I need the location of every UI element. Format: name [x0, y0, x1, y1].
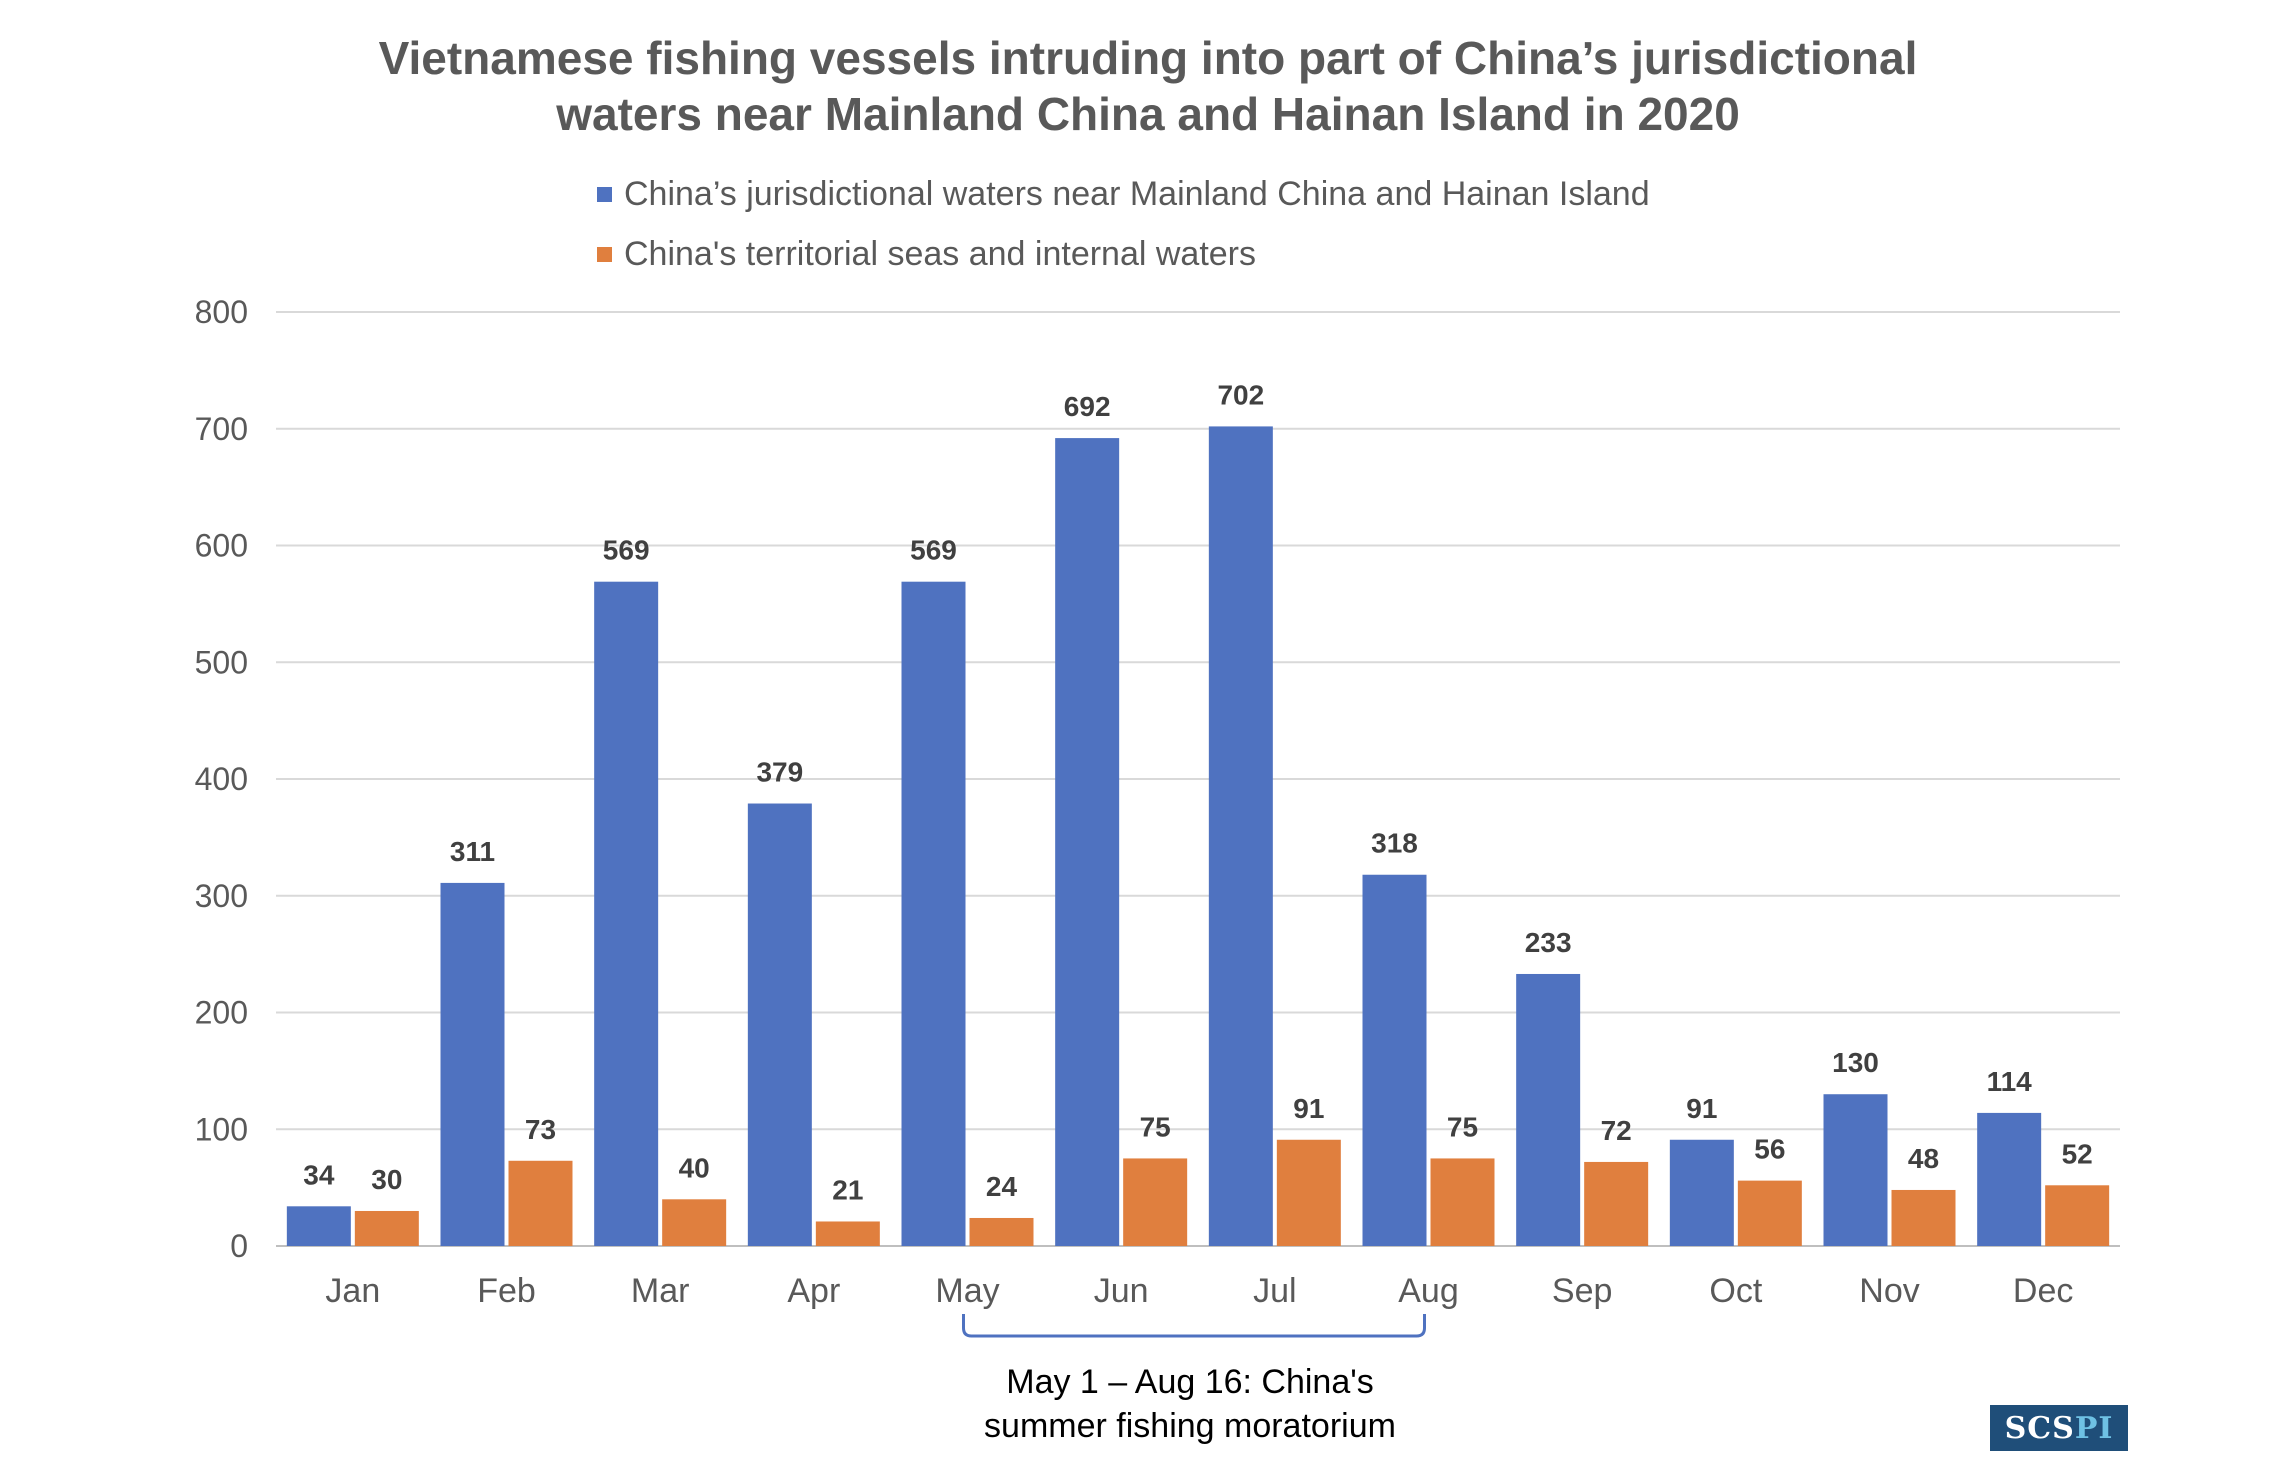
bar-jun-series-1	[1055, 438, 1120, 1247]
data-label: 75	[1140, 1111, 1171, 1142]
data-label: 73	[525, 1114, 556, 1145]
data-label: 40	[679, 1152, 710, 1183]
bar-aug-series-2	[1430, 1158, 1495, 1246]
x-tick-label: Jun	[1094, 1272, 1149, 1310]
bar-jul-series-1	[1208, 426, 1273, 1246]
legend-swatch-blue	[597, 186, 612, 202]
bar-apr-series-2	[815, 1221, 880, 1246]
bar-jan-series-2	[354, 1210, 419, 1246]
labels: 0 100 200 300 400 500 600 700 800 34 30 Jan 311 73 Feb…	[195, 294, 2093, 1310]
bar-mar-series-2	[662, 1199, 727, 1246]
bar-oct-series-1	[1669, 1139, 1734, 1246]
data-label: 233	[1525, 927, 1572, 958]
data-label: 72	[1601, 1115, 1632, 1146]
bar-jul-series-2	[1276, 1139, 1341, 1246]
chart-title-line-1: Vietnamese fishing vessels intruding int…	[378, 32, 1918, 84]
legend-label-jurisdictional-waters: China’s jurisdictional waters near Mainl…	[624, 174, 1650, 213]
bar-dec-series-2	[2045, 1185, 2110, 1246]
x-tick-label: Oct	[1709, 1272, 1762, 1310]
bars	[286, 426, 2110, 1247]
data-label: 24	[986, 1171, 1018, 1202]
scspi-logo: SCS PI	[1990, 1405, 2128, 1451]
data-label: 48	[1908, 1143, 1939, 1174]
y-tick-label: 800	[195, 294, 248, 330]
bar-nov-series-1	[1823, 1094, 1888, 1246]
data-label: 318	[1371, 828, 1418, 859]
chart-title-line-2: waters near Mainland China and Hainan Is…	[556, 88, 1740, 140]
chart-title: Vietnamese fishing vessels intruding int…	[0, 30, 2296, 142]
x-tick-label: Apr	[787, 1272, 840, 1310]
y-tick-label: 300	[195, 878, 248, 914]
bar-aug-series-1	[1362, 874, 1427, 1246]
data-label: 34	[303, 1159, 335, 1190]
y-tick-label: 500	[195, 644, 248, 680]
bar-sep-series-1	[1516, 973, 1581, 1246]
y-tick-label: 600	[195, 528, 248, 564]
gridlines	[276, 311, 2120, 1247]
data-label: 130	[1832, 1047, 1879, 1078]
legend-swatch-orange	[597, 246, 612, 262]
data-label: 91	[1686, 1093, 1717, 1124]
x-tick-label: Nov	[1859, 1272, 1919, 1310]
y-tick-label: 700	[195, 411, 248, 447]
bar-jun-series-2	[1123, 1158, 1188, 1246]
annotation-line-1: May 1 – Aug 16: China's	[1006, 1363, 1374, 1401]
x-tick-label: Jul	[1253, 1272, 1296, 1310]
y-tick-label: 100	[195, 1111, 248, 1147]
x-tick-label: May	[935, 1272, 999, 1310]
data-label: 702	[1217, 379, 1264, 410]
data-label: 21	[832, 1174, 863, 1205]
data-label: 91	[1293, 1093, 1324, 1124]
legend-label-territorial-seas: China's territorial seas and internal wa…	[624, 234, 1257, 273]
data-label: 569	[910, 535, 957, 566]
data-label: 379	[756, 757, 803, 788]
data-label: 30	[371, 1164, 402, 1195]
x-tick-label: Sep	[1552, 1272, 1613, 1310]
y-tick-label: 400	[195, 761, 248, 797]
data-label: 311	[450, 836, 495, 867]
legend-item-territorial-seas: China's territorial seas and internal wa…	[597, 234, 1256, 274]
x-tick-label: Jan	[325, 1272, 380, 1310]
data-label: 569	[603, 535, 650, 566]
bar-may-series-1	[901, 581, 966, 1246]
x-tick-label: Mar	[631, 1272, 690, 1310]
data-label: 75	[1447, 1111, 1478, 1142]
bar-feb-series-2	[508, 1160, 573, 1246]
x-tick-label: Aug	[1398, 1272, 1459, 1310]
annotation-line-2: summer fishing moratorium	[984, 1407, 1396, 1445]
bar-dec-series-1	[1977, 1112, 2042, 1246]
bar-oct-series-2	[1737, 1180, 1802, 1246]
logo-text-b: PI	[2074, 1410, 2114, 1446]
y-tick-label: 0	[230, 1228, 248, 1264]
x-tick-label: Dec	[2013, 1272, 2073, 1310]
bar-jan-series-1	[286, 1206, 351, 1246]
moratorium-bracket	[962, 1314, 1426, 1338]
data-label: 114	[1987, 1066, 2033, 1097]
legend-item-jurisdictional-waters: China’s jurisdictional waters near Mainl…	[597, 174, 1650, 214]
bar-mar-series-1	[594, 581, 659, 1246]
y-tick-label: 200	[195, 995, 248, 1031]
bar-feb-series-1	[440, 882, 505, 1246]
bar-may-series-2	[969, 1217, 1034, 1246]
x-tick-label: Feb	[477, 1272, 536, 1310]
moratorium-annotation: May 1 – Aug 16: China's summer fishing m…	[900, 1360, 1480, 1448]
data-label: 56	[1754, 1134, 1785, 1165]
bar-sep-series-2	[1584, 1161, 1649, 1246]
data-label: 52	[2062, 1138, 2093, 1169]
logo-text-a: SCS	[2004, 1410, 2075, 1446]
bar-apr-series-1	[747, 803, 812, 1246]
data-label: 692	[1064, 391, 1111, 422]
bar-nov-series-2	[1891, 1189, 1956, 1246]
